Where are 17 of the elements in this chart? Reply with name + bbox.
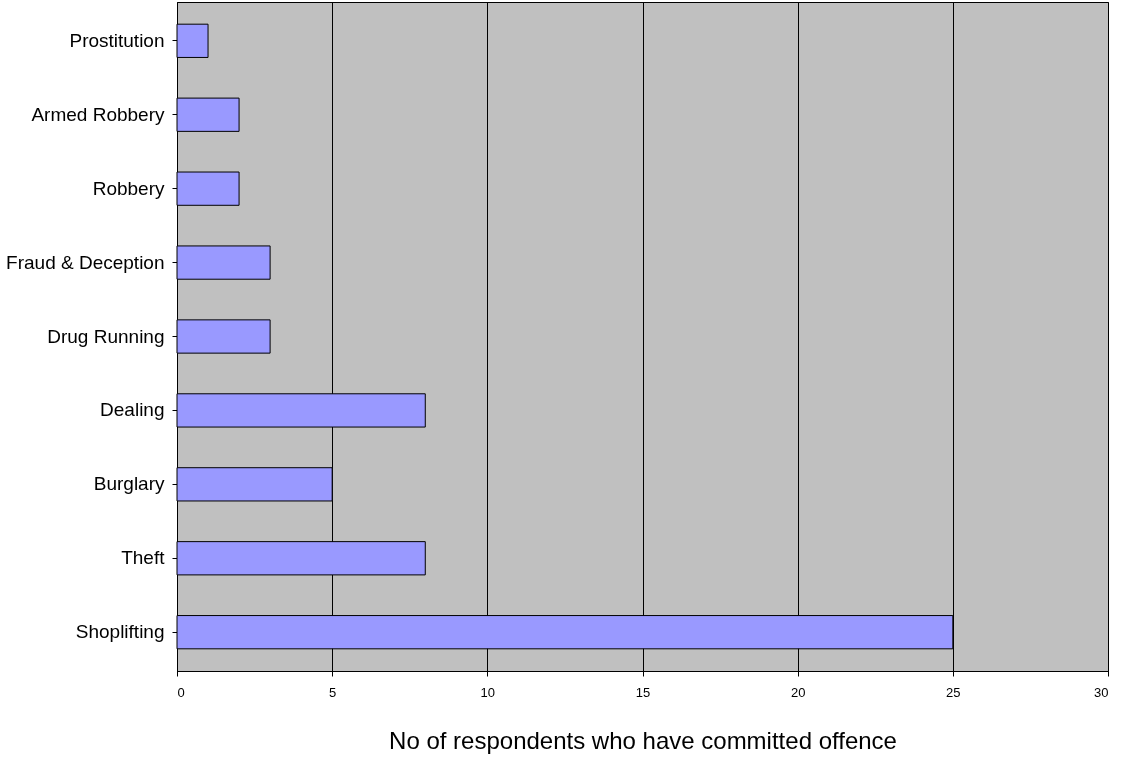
x-tick-label: 25 [946,684,961,700]
y-tick-label: Armed Robbery [31,103,165,125]
x-tick-label: 30 [1094,684,1109,700]
x-axis-title: No of respondents who have committed offence [389,726,897,754]
y-tick-label: Robbery [92,177,165,199]
x-tick-label: 10 [480,684,496,700]
y-tick-label: Burglary [93,473,165,495]
y-tick-label: Prostitution [69,29,165,51]
x-tick-label: 0 [177,684,185,700]
x-tick-label: 5 [329,684,337,700]
x-tick-label: 20 [790,684,806,700]
y-tick-label: Theft [121,547,166,569]
y-tick-label: Dealing [100,399,165,421]
x-tick-label: 15 [635,684,651,700]
y-tick-label: Shoplifting [75,621,165,643]
y-tick-label: Drug Running [47,325,165,347]
y-tick-label: Fraud & Deception [6,251,165,273]
